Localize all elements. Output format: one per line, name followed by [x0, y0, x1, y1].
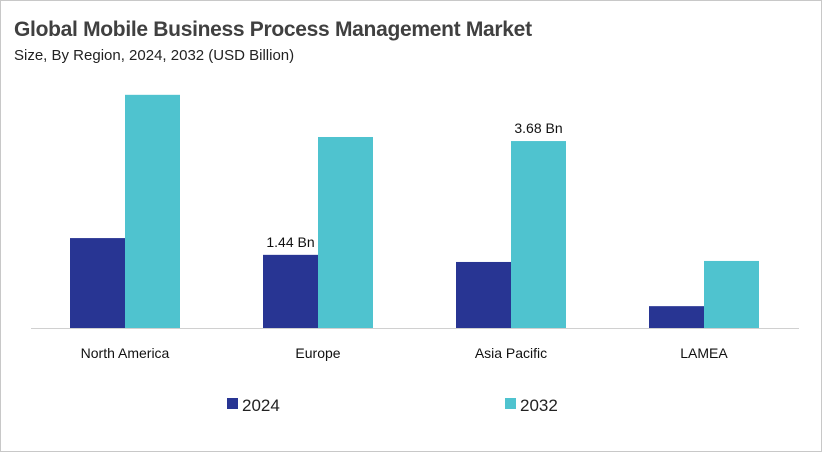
x-tick-label: North America — [81, 345, 170, 361]
bar-2024-north-america — [70, 238, 125, 328]
x-tick-label: Europe — [295, 345, 340, 361]
x-tick-label: Asia Pacific — [475, 345, 547, 361]
data-label: 3.68 Bn — [514, 120, 562, 136]
legend-label-2024: 2024 — [242, 396, 280, 415]
bar-2032-north-america — [125, 94, 180, 328]
bar-2024-europe — [263, 254, 318, 328]
x-tick-label: LAMEA — [680, 345, 728, 361]
chart-subtitle: Size, By Region, 2024, 2032 (USD Billion… — [14, 47, 295, 64]
bar-2024-lamea — [649, 306, 704, 328]
chart-title: Global Mobile Business Process Managemen… — [14, 18, 532, 41]
bar-2032-asia-pacific — [511, 141, 566, 328]
legend-swatch-2024 — [227, 398, 238, 409]
data-label: 1.44 Bn — [266, 234, 314, 250]
bar-2024-asia-pacific — [456, 261, 511, 328]
legend-label-2032: 2032 — [520, 396, 558, 415]
bar-2032-lamea — [704, 260, 759, 328]
legend-swatch-2032 — [505, 398, 516, 409]
bar-2032-europe — [318, 136, 373, 328]
